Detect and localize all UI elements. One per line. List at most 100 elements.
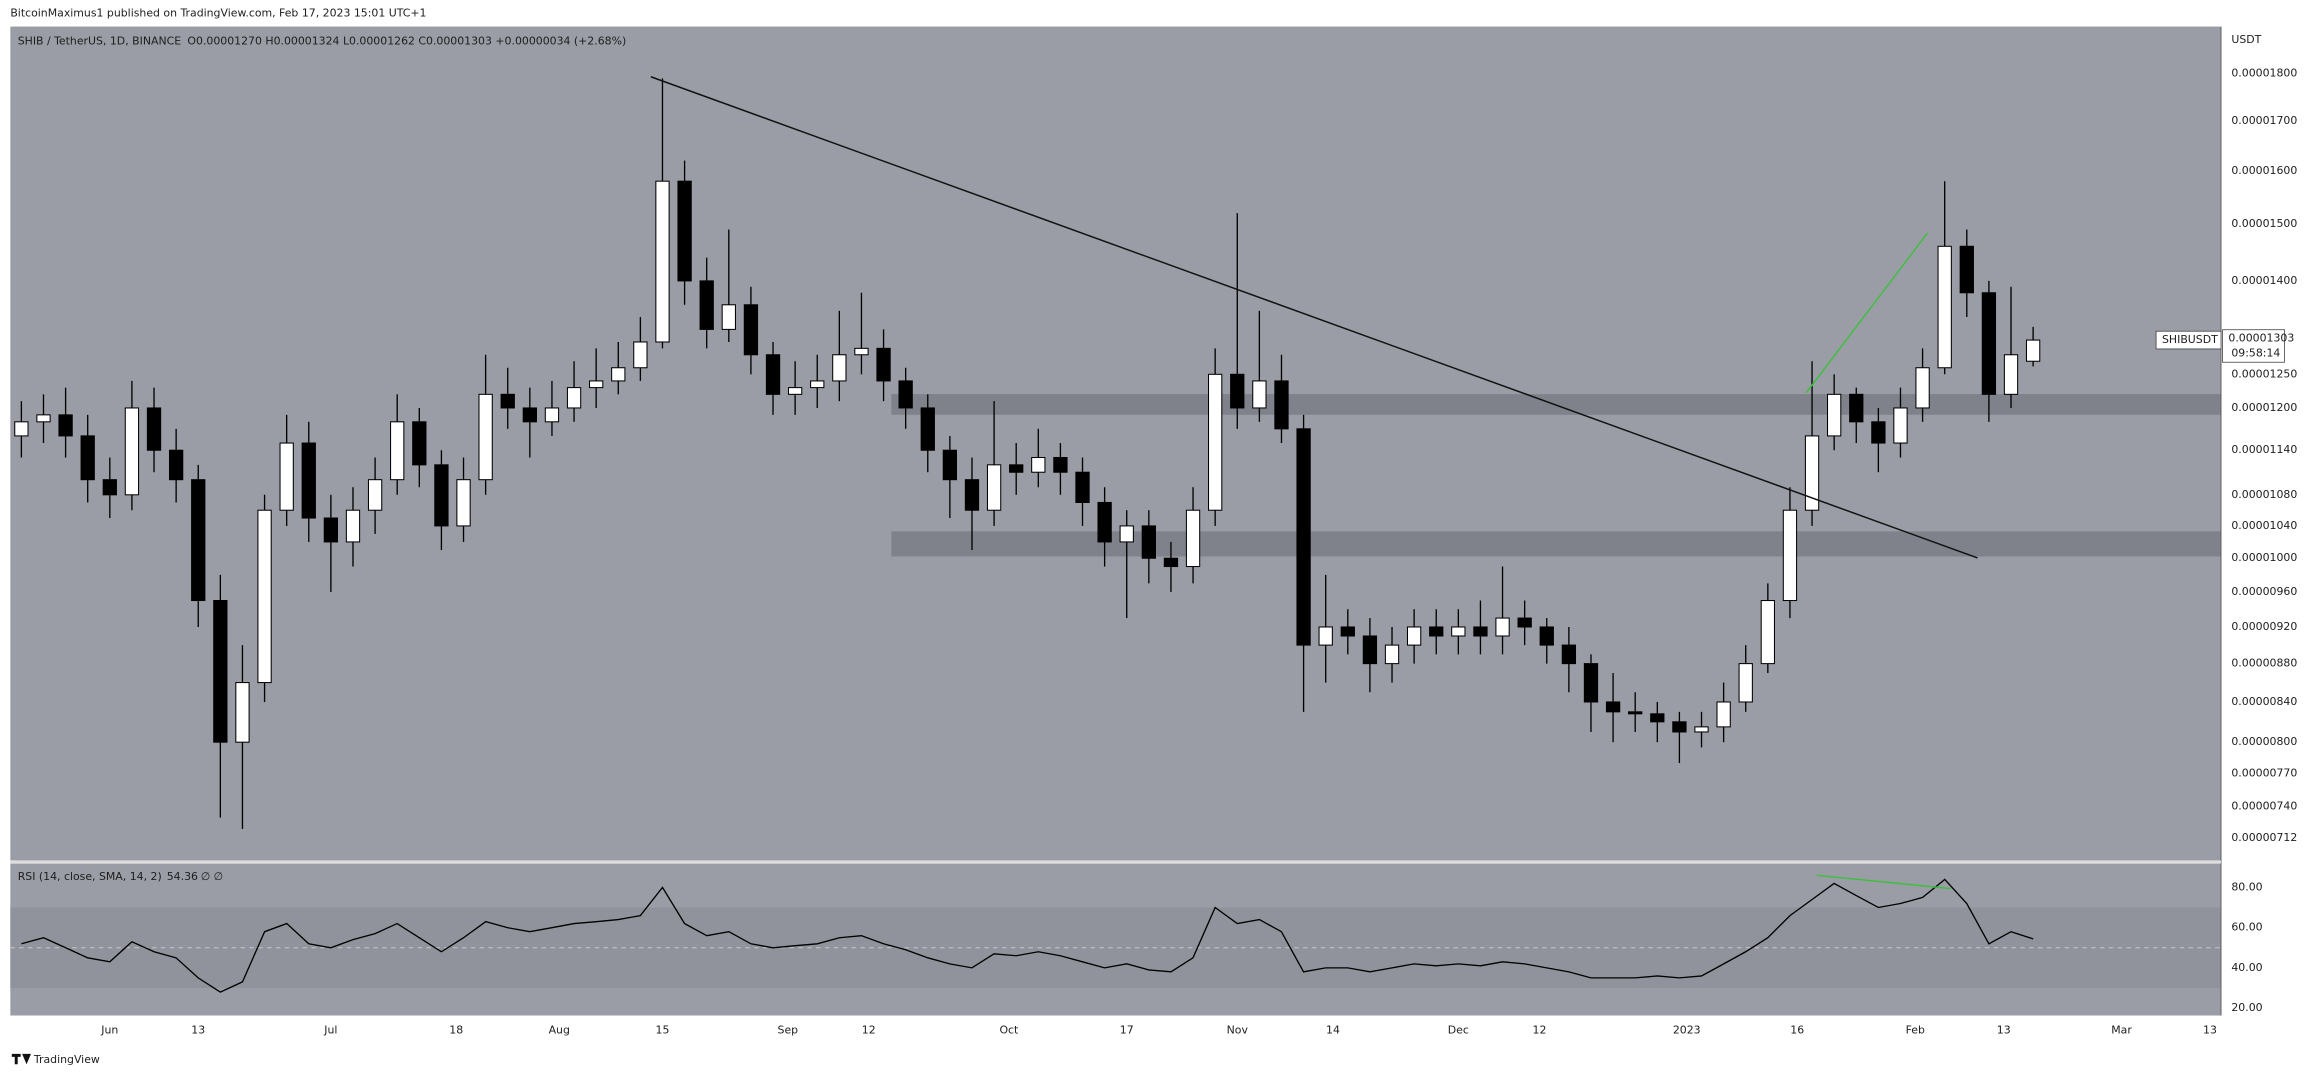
candle-body — [544, 407, 560, 423]
candle-body — [611, 367, 626, 382]
x-tick-label: Oct — [999, 1023, 1019, 1036]
candle-body — [1185, 509, 1201, 568]
candle-body — [1384, 644, 1400, 665]
rsi-legend-extra: ∅ ∅ — [201, 870, 223, 883]
candle-body — [1495, 617, 1510, 637]
candle-body — [102, 479, 117, 496]
candle-body — [58, 414, 73, 437]
candle-body — [876, 347, 891, 382]
price-tag-box — [2222, 329, 2285, 363]
candle-body — [191, 479, 206, 602]
candle-body — [1959, 245, 1974, 294]
candle-body — [1827, 393, 1842, 437]
candle-body — [1208, 373, 1223, 511]
y-tick-label: 0.00001250 — [2231, 367, 2297, 380]
candle-body — [1804, 435, 1820, 511]
x-tick-label: 14 — [1326, 1023, 1340, 1036]
price-tag: 0.00001303 — [2228, 332, 2294, 345]
x-tick-label: 18 — [449, 1023, 463, 1036]
rsi-divergence-line — [1816, 874, 1952, 890]
candle-body — [964, 479, 980, 511]
candle-body — [124, 407, 140, 496]
candle-body — [1650, 713, 1665, 723]
candle-body — [213, 600, 228, 743]
rsi-legend: RSI (14, close, SMA, 14, 2) — [18, 870, 162, 883]
candle-body — [2003, 354, 2019, 395]
candle-body — [633, 341, 648, 369]
candle-body — [1915, 367, 1930, 409]
candle-body — [942, 449, 958, 481]
candle-body — [1716, 701, 1731, 728]
rsi-tick-label: 40.00 — [2231, 961, 2262, 974]
candle-body — [500, 393, 515, 409]
candle-body — [301, 442, 316, 519]
candle-body — [412, 421, 427, 466]
candle-body — [1981, 292, 1997, 395]
symbol-legend: SHIB / TetherUS, 1D, BINANCE — [18, 34, 182, 47]
x-tick-label: Jun — [100, 1023, 118, 1036]
candle-body — [1318, 626, 1333, 646]
ohlc-legend: O0.00001270 H0.00001324 L0.00001262 C0.0… — [187, 34, 626, 47]
candle-body — [1163, 557, 1179, 568]
candle-body — [765, 354, 781, 395]
price-panel — [10, 26, 2222, 861]
candle-body — [36, 414, 51, 423]
candle-body — [80, 435, 95, 481]
marks — [10, 78, 2222, 993]
candle-body — [1849, 393, 1864, 423]
candle-body — [743, 304, 759, 356]
candle-body — [1141, 525, 1156, 559]
candle-body — [478, 393, 493, 481]
candle-body — [1009, 464, 1024, 473]
candle-body — [1539, 626, 1554, 646]
author-line: BitcoinMaximus1 published on TradingView… — [10, 6, 426, 19]
candle-body — [1097, 501, 1112, 543]
support-zone — [891, 531, 2222, 557]
candle-body — [345, 509, 361, 543]
rsi-line — [21, 878, 2034, 993]
candle-body — [1340, 626, 1355, 637]
candle-body — [1605, 701, 1621, 713]
candle-body — [1672, 721, 1687, 733]
candle-body — [1583, 663, 1599, 703]
candle-body — [655, 180, 670, 343]
y-tick-label: 0.00001600 — [2231, 164, 2297, 177]
x-tick-label: 12 — [862, 1023, 876, 1036]
candle-body — [168, 449, 184, 481]
candle-body — [986, 464, 1002, 511]
candle-body — [1429, 626, 1444, 637]
candle-body — [1561, 644, 1577, 665]
y-tick-label: 0.00001080 — [2231, 488, 2297, 501]
brand-name: TradingView — [33, 1053, 100, 1066]
x-tick-label: Nov — [1227, 1023, 1249, 1036]
y-tick-label: 0.00001800 — [2231, 67, 2297, 80]
candle-body — [1362, 635, 1378, 665]
x-tick-label: Aug — [549, 1023, 570, 1036]
candle-body — [14, 421, 29, 437]
candle-body — [1252, 380, 1267, 409]
y-tick-label: 0.00000920 — [2231, 620, 2297, 633]
candle-body — [235, 682, 250, 743]
candle-body — [810, 380, 825, 389]
y-tick-label: 0.00000800 — [2231, 735, 2297, 748]
x-tick-label: Mar — [2111, 1023, 2132, 1036]
y-tick-label: 0.00000770 — [2231, 767, 2297, 780]
candle-body — [1230, 373, 1245, 409]
candle-body — [522, 407, 537, 423]
axis-unit: USDT — [2231, 33, 2261, 46]
x-tick-label: 12 — [1533, 1023, 1547, 1036]
symbol-tag-box — [2155, 330, 2222, 350]
candle-body — [456, 479, 471, 527]
candle-body — [257, 509, 272, 684]
candle-body — [787, 387, 803, 395]
candle-body — [1628, 711, 1643, 715]
candle-body — [1274, 380, 1289, 430]
rsi-tick-label: 20.00 — [2231, 1001, 2262, 1014]
candle-body — [566, 387, 582, 409]
candle-body — [721, 304, 736, 330]
x-tick-label: Dec — [1448, 1023, 1469, 1036]
divergence-line — [1805, 232, 1928, 394]
x-tick-label: 2023 — [1673, 1023, 1701, 1036]
candle-body — [2025, 339, 2041, 362]
x-tick-label: 16 — [1790, 1023, 1804, 1036]
